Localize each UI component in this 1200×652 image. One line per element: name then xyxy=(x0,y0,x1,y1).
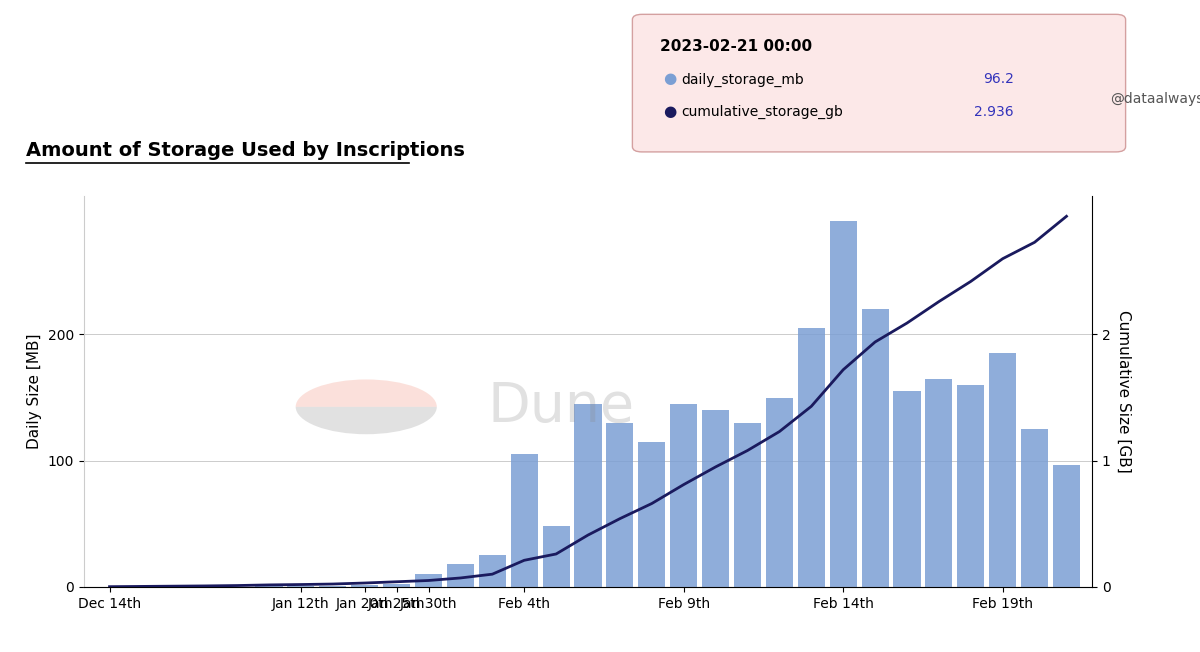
Text: 96.2: 96.2 xyxy=(983,72,1014,87)
Wedge shape xyxy=(295,407,437,434)
Bar xyxy=(575,404,601,587)
Y-axis label: Cumulative Size [GB]: Cumulative Size [GB] xyxy=(1116,310,1132,473)
Text: @dataalways: @dataalways xyxy=(1110,92,1200,106)
Text: 2023-02-21 00:00: 2023-02-21 00:00 xyxy=(660,39,812,54)
Bar xyxy=(958,385,984,587)
Text: Amount of Storage Used by Inscriptions: Amount of Storage Used by Inscriptions xyxy=(26,141,466,160)
Bar xyxy=(702,410,730,587)
Bar xyxy=(670,404,697,587)
Bar xyxy=(989,353,1016,587)
Bar xyxy=(925,379,953,587)
Text: cumulative_storage_gb: cumulative_storage_gb xyxy=(682,105,844,119)
Bar xyxy=(352,585,378,587)
Bar xyxy=(606,422,634,587)
Text: ●: ● xyxy=(664,104,677,119)
Bar xyxy=(446,564,474,587)
Wedge shape xyxy=(295,379,437,407)
Bar xyxy=(862,309,889,587)
Bar xyxy=(542,526,570,587)
Text: Dune: Dune xyxy=(487,380,635,434)
Text: 2.936: 2.936 xyxy=(974,105,1014,119)
Bar xyxy=(829,221,857,587)
Bar xyxy=(798,328,824,587)
Y-axis label: Daily Size [MB]: Daily Size [MB] xyxy=(28,333,42,449)
Text: daily_storage_mb: daily_storage_mb xyxy=(682,72,804,87)
Bar xyxy=(415,574,442,587)
Bar xyxy=(319,585,347,587)
Bar xyxy=(479,556,506,587)
Bar xyxy=(638,441,665,587)
Bar xyxy=(383,584,410,587)
Bar xyxy=(511,454,538,587)
Bar xyxy=(287,585,314,587)
Bar xyxy=(894,391,920,587)
Bar xyxy=(1052,466,1080,587)
Bar xyxy=(734,422,761,587)
Bar xyxy=(766,398,793,587)
Text: ●: ● xyxy=(664,72,677,87)
Bar xyxy=(1021,429,1048,587)
